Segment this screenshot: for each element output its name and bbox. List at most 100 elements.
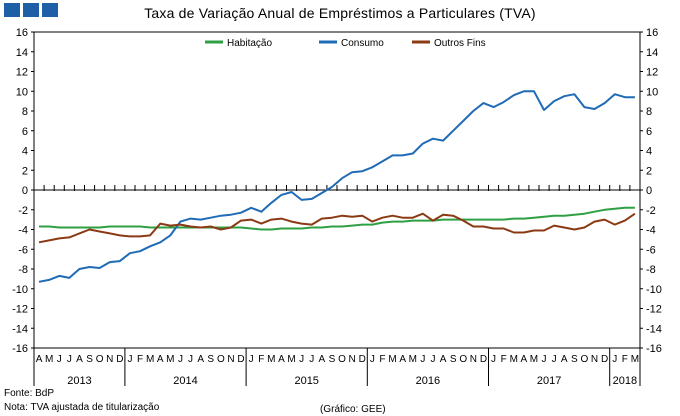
legend-label: Consumo [341, 38, 384, 49]
year-label: 2018 [613, 375, 637, 387]
month-label: M [146, 354, 154, 365]
month-label: A [319, 354, 326, 365]
month-label: D [359, 354, 366, 365]
y-tick-label-right: -2 [646, 205, 656, 217]
y-tick-label-right: 10 [646, 86, 658, 98]
month-label: M [267, 354, 275, 365]
y-tick-label-left: -12 [12, 304, 28, 316]
y-tick-label-left: -10 [12, 284, 28, 296]
month-label: S [329, 354, 336, 365]
month-label: S [571, 354, 578, 365]
header-decoration [4, 3, 58, 17]
y-tick-label-right: 0 [646, 185, 652, 197]
month-label: A [399, 354, 406, 365]
y-tick-label-right: 16 [646, 27, 658, 39]
line-chart: Habitação Consumo Outros Fins 16 16 14 14 12 12… [12, 27, 662, 387]
legend-label: Habitação [227, 38, 272, 49]
month-label: J [491, 354, 496, 365]
header-block [42, 3, 58, 17]
month-label: J [420, 354, 425, 365]
y-tick-label-left: -14 [12, 323, 28, 335]
y-tick-label-left: 16 [16, 27, 28, 39]
month-label: M [530, 354, 538, 365]
month-label: N [349, 354, 356, 365]
series-line [38, 212, 636, 244]
month-label: J [542, 354, 547, 365]
y-tick-label-right: -6 [646, 244, 656, 256]
month-label: S [86, 354, 93, 365]
month-label: M [388, 354, 396, 365]
month-label: A [521, 354, 528, 365]
month-label: S [207, 354, 214, 365]
month-label: M [287, 354, 295, 365]
year-label: 2015 [294, 375, 318, 387]
month-label: N [106, 354, 113, 365]
y-tick-label-left: 4 [22, 146, 28, 158]
month-label: M [45, 354, 53, 365]
year-label: 2017 [537, 375, 561, 387]
y-tick-label-left: 6 [22, 126, 28, 138]
y-tick-label-right: 6 [646, 126, 652, 138]
year-label: 2013 [67, 375, 91, 387]
month-label: J [57, 354, 62, 365]
chart-credit: (Gráfico: GEE) [320, 404, 386, 415]
year-label: 2014 [173, 375, 197, 387]
month-label: J [299, 354, 304, 365]
axes: 16 16 14 14 12 12 10 10 8 8 6 6 4 4 2 2 0 0 -2 -2 -4 -4 -6 -6 -8… [12, 27, 662, 355]
y-tick-label-left: 14 [16, 47, 28, 59]
month-label: D [116, 354, 123, 365]
month-label: A [440, 354, 447, 365]
y-tick-label-left: 12 [16, 67, 28, 79]
y-tick-label-right: 8 [646, 106, 652, 118]
y-tick-label-right: -12 [646, 304, 662, 316]
month-label: F [501, 354, 507, 365]
month-label: J [430, 354, 435, 365]
month-label: A [76, 354, 83, 365]
month-label: F [379, 354, 385, 365]
header-block [23, 3, 39, 17]
y-tick-label-left: -16 [12, 343, 28, 355]
year-label: 2016 [416, 375, 440, 387]
month-label: M [631, 354, 639, 365]
y-tick-label-right: -14 [646, 323, 662, 335]
month-label: J [127, 354, 132, 365]
source-note: Fonte: BdP [4, 388, 55, 399]
y-tick-label-right: 2 [646, 165, 652, 177]
month-label: D [601, 354, 608, 365]
month-label: J [370, 354, 375, 365]
month-label: A [36, 354, 43, 365]
month-label: F [137, 354, 143, 365]
month-label: O [217, 354, 225, 365]
month-label: D [480, 354, 487, 365]
y-tick-label-right: -4 [646, 225, 656, 237]
month-label: N [470, 354, 477, 365]
month-label: N [591, 354, 598, 365]
y-tick-label-left: -8 [18, 264, 28, 276]
y-tick-label-left: 0 [22, 185, 28, 197]
month-label: O [459, 354, 467, 365]
legend: Habitação Consumo Outros Fins [205, 38, 486, 49]
month-label: F [622, 354, 628, 365]
header-block [4, 3, 20, 17]
y-tick-label-left: -6 [18, 244, 28, 256]
month-label: A [561, 354, 568, 365]
methodology-note: Nota: TVA ajustada de titularização [4, 402, 160, 413]
y-tick-label-left: -4 [18, 225, 28, 237]
series-line [38, 90, 635, 283]
month-label: J [552, 354, 557, 365]
y-tick-label-right: 12 [646, 67, 658, 79]
month-label: F [258, 354, 264, 365]
month-label: A [157, 354, 164, 365]
month-label: N [227, 354, 234, 365]
month-label: J [612, 354, 617, 365]
chart-title: Taxa de Variação Anual de Empréstimos a … [144, 5, 536, 21]
y-tick-label-right: 4 [646, 146, 652, 158]
month-label: A [197, 354, 204, 365]
legend-label: Outros Fins [434, 38, 486, 49]
series-line [39, 206, 635, 231]
month-label: J [188, 354, 193, 365]
month-label: O [338, 354, 346, 365]
month-label: S [450, 354, 457, 365]
month-label: M [409, 354, 417, 365]
